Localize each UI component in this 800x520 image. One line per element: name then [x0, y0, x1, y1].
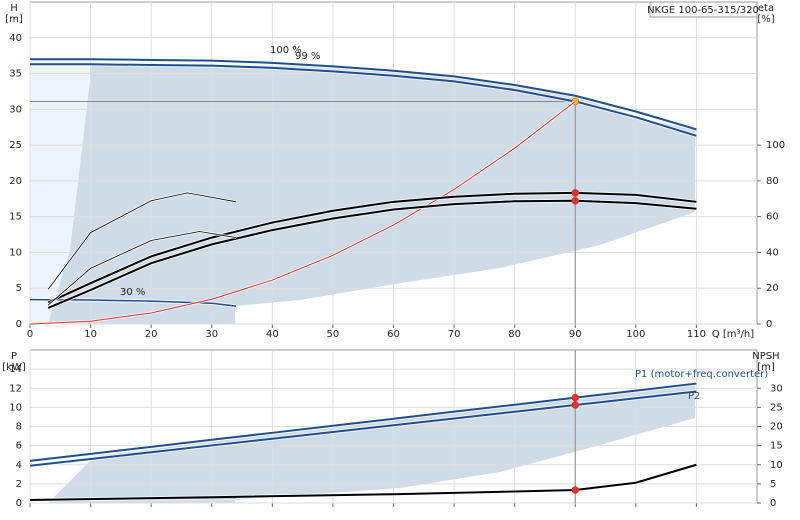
range-area [48, 64, 695, 324]
operating-marker [571, 196, 579, 205]
x-tick-label: 50 [327, 329, 340, 340]
y2-tick-label: 30 [770, 383, 783, 394]
series-line [29, 463, 697, 501]
series-line [29, 390, 697, 467]
y-tick-label: 25 [9, 140, 22, 151]
y-tick-label: 10 [9, 247, 22, 258]
title-box [649, 1, 758, 18]
axis-label: NPSH [752, 351, 779, 362]
chart-title: NKGE 100-65-315/320 [647, 5, 759, 16]
layer: 0 10 20 30 40 50 60 70 80 90 100 110051015202530354… [2, 1, 785, 509]
annotation: 99 % [295, 51, 320, 62]
series-line [47, 192, 237, 290]
annotation: 30 % [120, 287, 145, 298]
y2-tick-label: 10 [770, 460, 783, 471]
y2-tick-label: 20 [766, 283, 779, 294]
operating-marker [571, 393, 579, 402]
y-tick-label: 30 [9, 104, 22, 115]
y-tick-label: 35 [9, 69, 22, 80]
y2-tick-label: 0 [766, 319, 772, 330]
series-label: P1 (motor+freq.converter) [635, 369, 768, 380]
series-line [47, 199, 697, 309]
y2-tick-label: 20 [770, 422, 783, 433]
y-tick-label: 2 [16, 479, 22, 490]
y2-tick-label: 25 [770, 402, 783, 413]
x-tick-label: 60 [387, 329, 400, 340]
y2-tick-label: 60 [766, 212, 779, 223]
x-tick-label: 100 [626, 329, 645, 340]
y2-tick-label: 40 [766, 247, 779, 258]
series-label: P2 [688, 391, 700, 402]
y-tick-label: 5 [16, 283, 22, 294]
y2-tick-label: 80 [766, 176, 779, 187]
x-tick-label: 0 [27, 329, 33, 340]
x-tick-label: 90 [569, 329, 582, 340]
annotation: 100 % [270, 45, 302, 56]
axis-label: [m] [757, 362, 775, 373]
range-area [48, 383, 695, 503]
series-line [29, 101, 576, 325]
axis-label: Q [m³/h] [712, 329, 754, 340]
series-line [47, 191, 697, 304]
operating-marker [571, 486, 579, 494]
operating-marker [571, 401, 579, 409]
x-tick-label: 80 [508, 329, 521, 340]
series-line [47, 231, 237, 306]
series-line [29, 382, 697, 462]
y-tick-label: 20 [9, 176, 22, 187]
y2-tick-label: 0 [770, 498, 776, 509]
y-tick-label: 8 [16, 422, 22, 433]
y-tick-label: 4 [16, 460, 22, 471]
axis-label: H [10, 3, 18, 14]
x-tick-label: 30 [205, 329, 218, 340]
y-tick-label: 10 [9, 402, 22, 413]
y-tick-label: 14 [9, 364, 22, 375]
operating-marker [571, 189, 579, 197]
axis-label: eta [758, 3, 774, 14]
axis-label: [%] [757, 14, 774, 25]
y-tick-label: 12 [9, 383, 22, 394]
axis-label: P [11, 351, 17, 362]
y-tick-label: 15 [9, 212, 22, 223]
y-tick-label: 40 [9, 33, 22, 44]
y2-tick-label: 100 [766, 140, 785, 151]
series-line [30, 63, 697, 137]
x-tick-label: 10 [84, 329, 97, 340]
axis-label: [m] [5, 14, 23, 25]
y-tick-label: 0 [16, 319, 22, 330]
y-tick-label: 6 [16, 441, 22, 452]
x-tick-label: 20 [145, 329, 158, 340]
x-tick-label: 40 [266, 329, 279, 340]
axis-label: [kW] [2, 362, 26, 373]
series-line [30, 58, 697, 131]
y-tick-label: 0 [16, 498, 22, 509]
y2-tick-label: 15 [770, 441, 783, 452]
x-tick-label: 70 [448, 329, 461, 340]
x-tick-label: 110 [687, 329, 706, 340]
y2-tick-label: 5 [770, 479, 776, 490]
